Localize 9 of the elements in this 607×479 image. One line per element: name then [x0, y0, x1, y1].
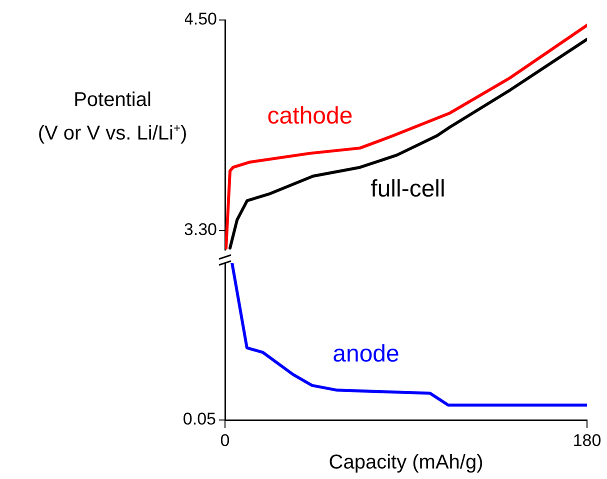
x-axis-title: Capacity (mAh/g) — [328, 452, 484, 474]
y-tick-label: 3.30 — [184, 220, 217, 240]
x-tick-label: 180 — [572, 430, 602, 450]
series-label: cathode — [267, 102, 353, 130]
series-label: full-cell — [370, 176, 446, 203]
text: 0.05 — [182, 410, 216, 429]
x-tick-label: 0 — [220, 430, 230, 450]
y-axis-title: Potential (V or V vs. Li/Li$^{+}$) — [36, 88, 188, 147]
series-label: anode — [332, 340, 400, 368]
